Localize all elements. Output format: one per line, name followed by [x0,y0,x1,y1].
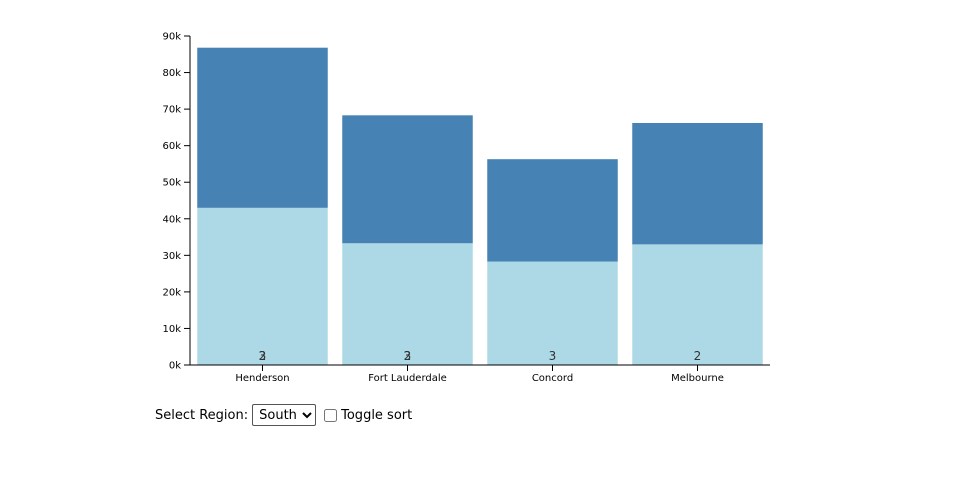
bar-henderson-segment-2 [197,47,328,208]
bar-melbourne-segment-2 [632,123,763,245]
x-tick-label: Henderson [235,373,289,384]
bar-melbourne-segment-1 [632,244,763,365]
bar-concord-segment-2 [487,159,618,262]
count-label: 2 [259,349,267,363]
sort-toggle-label[interactable]: Toggle sort [341,407,413,423]
count-label: 3 [549,349,557,363]
count-label: 3 [404,349,412,363]
x-tick-label: Melbourne [671,373,724,384]
stacked-bar-chart: 32 32 3 20k10k20k30k40k50k60k70k80k90kHende… [162,32,770,384]
y-tick-label: 80k [162,68,181,79]
bar-fort-lauderdale-segment-1 [342,243,473,365]
y-tick-label: 20k [162,287,181,298]
count-label: 3 [259,349,267,363]
y-tick-label: 50k [162,178,181,189]
region-select[interactable]: South [252,404,317,426]
bar-concord-segment-1 [487,261,618,365]
bar-henderson-segment-1 [197,207,328,365]
y-tick-label: 70k [162,105,181,116]
y-tick-label: 40k [162,214,181,225]
count-label: 2 [694,349,702,363]
y-tick-label: 90k [162,32,181,43]
sort-toggle-checkbox[interactable] [324,408,338,422]
region-select-label: Select Region: [155,407,249,423]
bar-fort-lauderdale-segment-2 [342,115,473,244]
y-tick-label: 10k [162,324,181,335]
y-tick-label: 60k [162,141,181,152]
count-label: 2 [404,349,412,363]
y-tick-label: 0k [169,361,181,372]
y-tick-label: 30k [162,251,181,262]
chart-controls: Select Region: South Toggle sort [155,404,412,426]
x-tick-label: Concord [532,373,573,384]
x-tick-label: Fort Lauderdale [368,373,447,384]
